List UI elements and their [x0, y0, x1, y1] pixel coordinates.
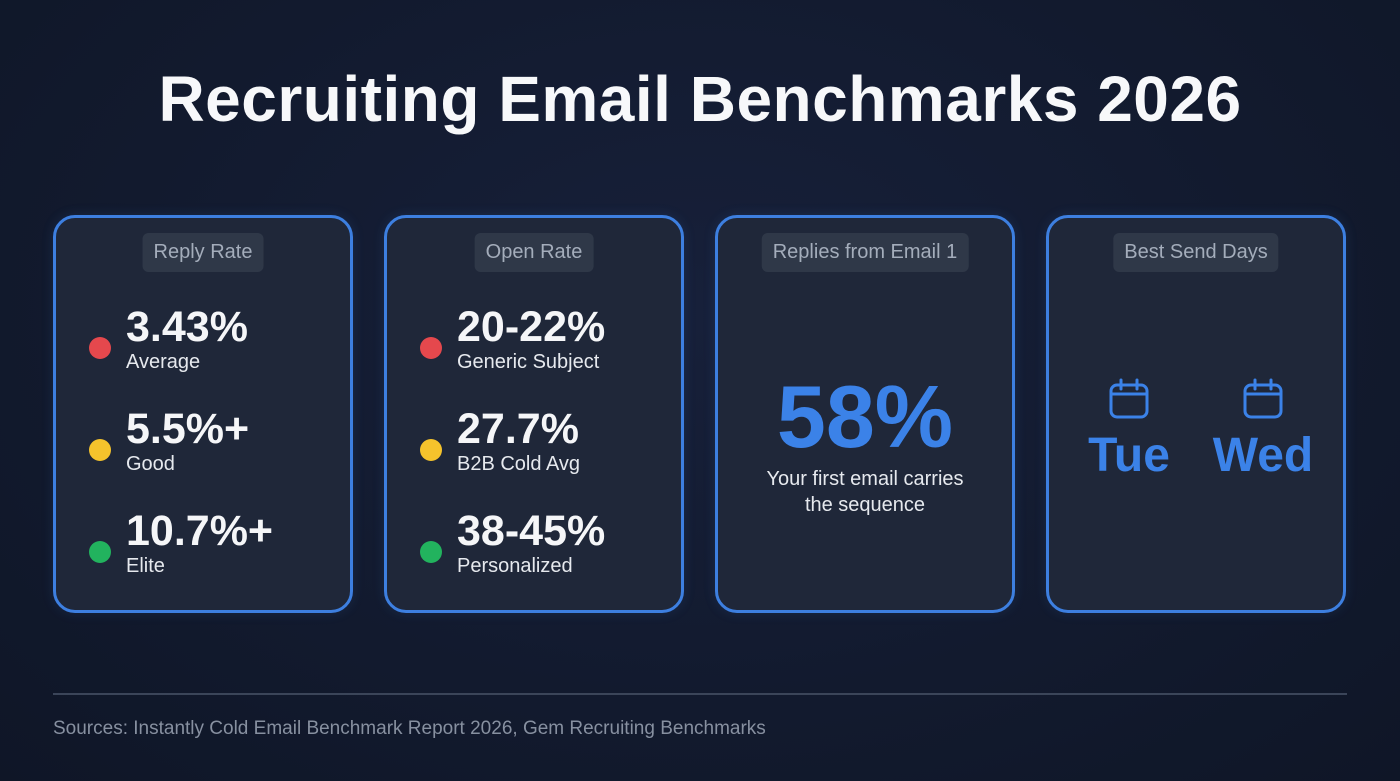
day-tuesday: Tue — [1069, 378, 1189, 483]
card-label: Open Rate — [474, 233, 594, 272]
metric-desc: Generic Subject — [457, 351, 600, 373]
calendar-icon — [1243, 378, 1283, 419]
metric-value: 3.43% — [126, 303, 248, 351]
day-wednesday: Wed — [1203, 378, 1323, 483]
page-title: Recruiting Email Benchmarks 2026 — [158, 63, 1242, 135]
big-stat-desc-line1: Your first email carries — [766, 468, 964, 490]
metric-desc: B2B Cold Avg — [457, 453, 581, 475]
calendar-icon — [1109, 378, 1149, 419]
open-rate-card: Open Rate 20-22% Generic Subject 27.7% B… — [384, 215, 684, 613]
status-dot-red — [89, 337, 111, 359]
status-dot-red — [420, 337, 442, 359]
footer-divider — [53, 693, 1347, 695]
replies-email1-card: Replies from Email 1 58% Your first emai… — [715, 215, 1015, 613]
card-label: Best Send Days — [1113, 233, 1279, 272]
metric-value: 10.7%+ — [126, 507, 274, 555]
sources-text: Sources: Instantly Cold Email Benchmark … — [53, 718, 766, 739]
metric-desc: Good — [126, 453, 175, 475]
card-label: Replies from Email 1 — [761, 233, 969, 272]
status-dot-green — [420, 541, 442, 563]
metric-value: 20-22% — [457, 303, 606, 351]
big-stat-value: 58% — [776, 367, 954, 466]
metric-value: 38-45% — [457, 507, 606, 555]
status-dot-yellow — [420, 439, 442, 461]
day-label: Wed — [1212, 429, 1314, 482]
metric-value: 5.5%+ — [126, 405, 250, 453]
metric-value: 27.7% — [457, 405, 579, 453]
metric-desc: Personalized — [457, 555, 573, 577]
status-dot-green — [89, 541, 111, 563]
best-send-days-card: Best Send Days Tue Wed — [1046, 215, 1346, 613]
big-stat-desc: Your first email carries the sequence — [718, 466, 1012, 518]
reply-rate-card: Reply Rate 3.43% Average 5.5%+ Good 10.7… — [53, 215, 353, 613]
card-label: Reply Rate — [142, 233, 264, 272]
status-dot-yellow — [89, 439, 111, 461]
big-stat-desc-line2: the sequence — [804, 494, 926, 516]
day-label: Tue — [1088, 429, 1170, 482]
metric-desc: Elite — [126, 555, 165, 577]
metric-desc: Average — [126, 351, 201, 373]
